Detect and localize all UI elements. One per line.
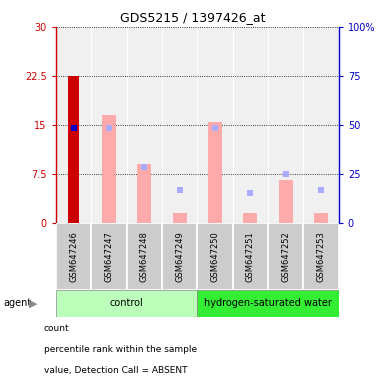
Bar: [243, 213, 258, 223]
Text: GSM647246: GSM647246: [69, 231, 78, 282]
Bar: [68, 76, 79, 223]
Text: GSM647248: GSM647248: [140, 231, 149, 282]
Text: GSM647247: GSM647247: [104, 231, 114, 282]
Bar: [172, 213, 187, 223]
Bar: [268, 223, 303, 290]
Text: ▶: ▶: [28, 298, 37, 308]
Bar: [137, 164, 151, 223]
Bar: [56, 290, 197, 317]
Text: hydrogen-saturated water: hydrogen-saturated water: [204, 298, 332, 308]
Text: GSM647249: GSM647249: [175, 231, 184, 282]
Text: control: control: [110, 298, 144, 308]
Text: agent: agent: [4, 298, 32, 308]
Text: percentile rank within the sample: percentile rank within the sample: [44, 345, 197, 354]
Bar: [279, 180, 293, 223]
Text: GSM647252: GSM647252: [281, 231, 290, 282]
Bar: [127, 223, 162, 290]
Text: GDS5215 / 1397426_at: GDS5215 / 1397426_at: [120, 11, 265, 24]
Bar: [56, 223, 91, 290]
Text: GSM647250: GSM647250: [211, 231, 219, 282]
Text: value, Detection Call = ABSENT: value, Detection Call = ABSENT: [44, 366, 187, 375]
Bar: [208, 121, 222, 223]
Bar: [303, 223, 339, 290]
Bar: [91, 223, 127, 290]
Bar: [314, 213, 328, 223]
Bar: [197, 290, 339, 317]
Bar: [233, 223, 268, 290]
Text: count: count: [44, 324, 69, 333]
Text: GSM647251: GSM647251: [246, 231, 255, 282]
Bar: [102, 115, 116, 223]
Text: GSM647253: GSM647253: [316, 231, 326, 282]
Bar: [162, 223, 197, 290]
Bar: [197, 223, 233, 290]
